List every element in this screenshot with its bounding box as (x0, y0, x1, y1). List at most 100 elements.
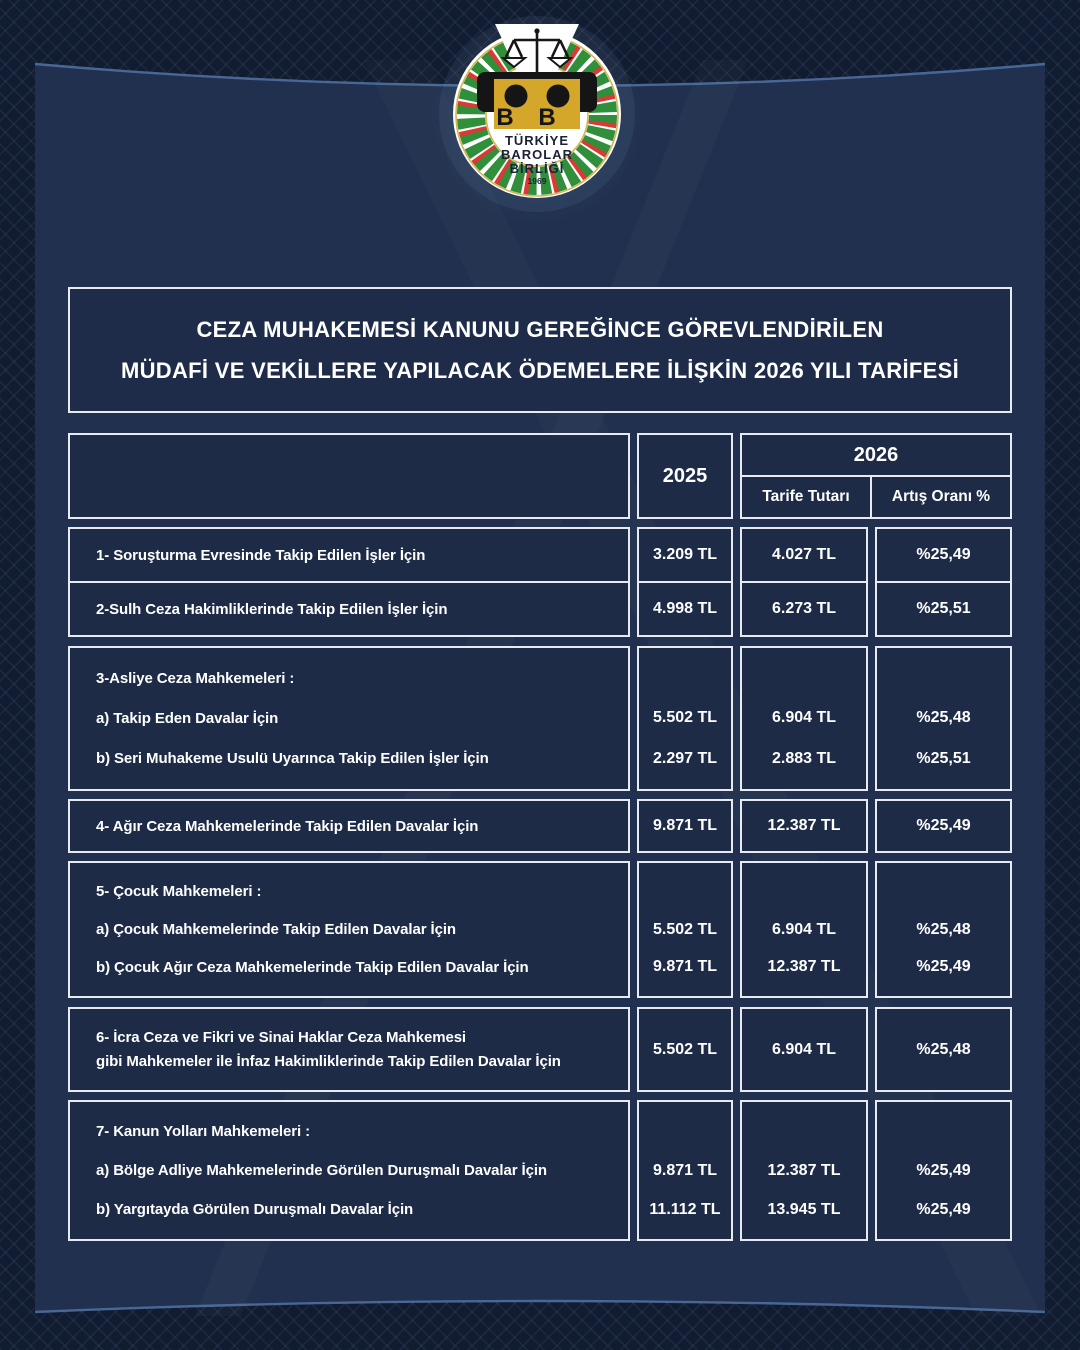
labels-col: 5- Çocuk Mahkemeleri : a) Çocuk Mahkemel… (68, 861, 630, 998)
value-2026-artis: %25,49 (916, 958, 971, 976)
tbb-logo: B B TÜRKİYE BAROLAR BİRLİĞİ 1969 (437, 14, 637, 214)
value-2025: 9.871 TL (652, 817, 718, 834)
empty-cell (639, 658, 731, 698)
col-2026-tarife: 6.904 TL 2.883 TL (740, 646, 868, 791)
table-block-row-4: 4- Ağır Ceza Mahkemelerinde Takip Edilen… (68, 799, 1012, 853)
row-label: a) Takip Eden Davalar İçin (96, 709, 279, 727)
value-2026-artis: %25,51 (916, 749, 971, 767)
header-subrow: Tarife Tutarı Artış Oranı % (742, 477, 1010, 517)
value-2026-artis: %25,48 (916, 709, 971, 727)
value-2026-tarife: 2.883 TL (771, 749, 837, 767)
logo-year: 1969 (528, 176, 547, 186)
labels-col: 1- Soruşturma Evresinde Takip Edilen İşl… (68, 527, 630, 637)
value-2025: 3.209 TL (652, 546, 718, 563)
value-2026-artis: %25,49 (916, 1161, 971, 1179)
value-2026-tarife: 6.904 TL (771, 709, 837, 727)
row-heading: 5- Çocuk Mahkemeleri : (96, 883, 262, 901)
value-2025: 5.502 TL (652, 709, 718, 727)
logo-org-line3: BİRLİĞİ (510, 161, 565, 176)
table-block-row-6: 6- İcra Ceza ve Fikri ve Sinai Haklar Ce… (68, 1007, 1012, 1092)
value-2025: 9.871 TL (652, 1161, 718, 1179)
col-2025: 9.871 TL 11.112 TL (637, 1100, 733, 1241)
logo-center-band: B B (477, 72, 597, 131)
title-box: CEZA MUHAKEMESİ KANUNU GEREĞİNCE GÖREVLE… (68, 287, 1012, 413)
col-2026-artis: %25,49 (875, 799, 1012, 853)
col-2025: 9.871 TL (637, 799, 733, 853)
col-2026-tarife: 6.904 TL (740, 1007, 868, 1092)
header-subcol-tarife-tutari: Tarife Tutarı (742, 477, 872, 517)
empty-cell (877, 1112, 1010, 1151)
col-2026-tarife: 12.387 TL (740, 799, 868, 853)
col-2025: 5.502 TL (637, 1007, 733, 1092)
col-2026-artis: %25,48 (875, 1007, 1012, 1092)
labels-col: 6- İcra Ceza ve Fikri ve Sinai Haklar Ce… (68, 1007, 630, 1092)
col-2025: 5.502 TL 9.871 TL (637, 861, 733, 998)
empty-cell (742, 873, 866, 911)
title-line-2: MÜDAFİ VE VEKİLLERE YAPILACAK ÖDEMELERE … (120, 357, 959, 383)
title-line-1: CEZA MUHAKEMESİ KANUNU GEREĞİNCE GÖREVLE… (196, 316, 884, 342)
row-label: b) Çocuk Ağır Ceza Mahkemelerinde Takip … (96, 958, 529, 976)
value-2025: 4.998 TL (639, 581, 731, 635)
panel-bottom-edge (35, 1299, 1045, 1314)
row-label: b) Seri Muhakeme Usulü Uyarınca Takip Ed… (96, 750, 489, 768)
value-2026-tarife: 12.387 TL (767, 1161, 841, 1179)
value-2025: 2.297 TL (652, 749, 718, 767)
value-2025: 5.502 TL (652, 1040, 718, 1058)
logo-org-line1: TÜRKİYE (505, 133, 569, 148)
table-block-row-5: 5- Çocuk Mahkemeleri : a) Çocuk Mahkemel… (68, 861, 1012, 998)
empty-cell (877, 873, 1010, 911)
scales-icon (500, 28, 574, 74)
col-2025: 3.209 TL 4.998 TL (637, 527, 733, 637)
value-2026-artis: %25,49 (916, 817, 971, 834)
logo-monogram-right: B (538, 104, 555, 131)
value-2026-artis: %25,49 (916, 546, 971, 563)
row-heading: 3-Asliye Ceza Mahkemeleri : (96, 669, 295, 687)
col-2026-tarife: 4.027 TL 6.273 TL (740, 527, 868, 637)
table-block-row-7: 7- Kanun Yolları Mahkemeleri : a) Bölge … (68, 1100, 1012, 1241)
logo-org-line2: BAROLAR (501, 147, 573, 162)
row-label: 1- Soruşturma Evresinde Takip Edilen İşl… (96, 546, 426, 564)
table-block-rows-1-2: 1- Soruşturma Evresinde Takip Edilen İşl… (68, 527, 1012, 637)
header-col-2026: 2026 (742, 435, 1010, 477)
value-2026-tarife: 6.904 TL (771, 920, 837, 938)
row-label: a) Çocuk Mahkemelerinde Takip Edilen Dav… (96, 921, 456, 938)
col-2026-artis: %25,48 %25,51 (875, 646, 1012, 791)
labels-col: 4- Ağır Ceza Mahkemelerinde Takip Edilen… (68, 799, 630, 853)
empty-cell (742, 1112, 866, 1151)
col-2026-artis: %25,49 %25,49 (875, 1100, 1012, 1241)
value-2025: 11.112 TL (649, 1200, 721, 1218)
header-empty-cell (68, 433, 630, 519)
header-col-2026-group: 2026 Tarife Tutarı Artış Oranı % (740, 433, 1012, 519)
value-2026-tarife: 12.387 TL (767, 958, 841, 976)
empty-cell (639, 873, 731, 911)
value-2026-artis: %25,51 (877, 581, 1010, 635)
row-label: b) Yargıtayda Görülen Duruşmalı Davalar … (96, 1201, 414, 1218)
tbb-emblem-icon: B B TÜRKİYE BAROLAR BİRLİĞİ 1969 (439, 16, 635, 212)
col-2026-artis: %25,48 %25,49 (875, 861, 1012, 998)
row-heading: 7- Kanun Yolları Mahkemeleri : (96, 1123, 311, 1140)
col-2026-tarife: 12.387 TL 13.945 TL (740, 1100, 868, 1241)
header-subcol-artis-orani: Artış Oranı % (891, 488, 991, 505)
col-2025: 5.502 TL 2.297 TL (637, 646, 733, 791)
col-2026-artis: %25,49 %25,51 (875, 527, 1012, 637)
value-2026-artis: %25,48 (916, 1040, 971, 1058)
table-block-row-3: 3-Asliye Ceza Mahkemeleri : a) Takip Ede… (68, 646, 1012, 791)
table-header: 2025 2026 Tarife Tutarı Artış Oranı % (68, 433, 1012, 519)
logo-monogram-left: B (496, 104, 513, 131)
labels-col: 7- Kanun Yolları Mahkemeleri : a) Bölge … (68, 1100, 630, 1241)
value-2026-artis: %25,48 (916, 920, 971, 938)
empty-cell (639, 1112, 731, 1151)
value-2026-tarife: 6.904 TL (771, 1040, 837, 1058)
value-2025: 9.871 TL (652, 958, 718, 976)
row-label-line2: gibi Mahkemeler ile İnfaz Hakimliklerind… (96, 1052, 561, 1070)
value-2026-tarife: 4.027 TL (771, 546, 837, 563)
value-2026-artis: %25,49 (916, 1200, 971, 1218)
row-label-line1: 6- İcra Ceza ve Fikri ve Sinai Haklar Ce… (96, 1029, 466, 1047)
row-label: 2-Sulh Ceza Hakimliklerinde Takip Edilen… (70, 581, 628, 635)
row-label: a) Bölge Adliye Mahkemelerinde Görülen D… (96, 1162, 547, 1179)
empty-cell (742, 658, 866, 698)
col-2026-tarife: 6.904 TL 12.387 TL (740, 861, 868, 998)
labels-col: 3-Asliye Ceza Mahkemeleri : a) Takip Ede… (68, 646, 630, 791)
value-2026-tarife: 13.945 TL (767, 1200, 841, 1218)
